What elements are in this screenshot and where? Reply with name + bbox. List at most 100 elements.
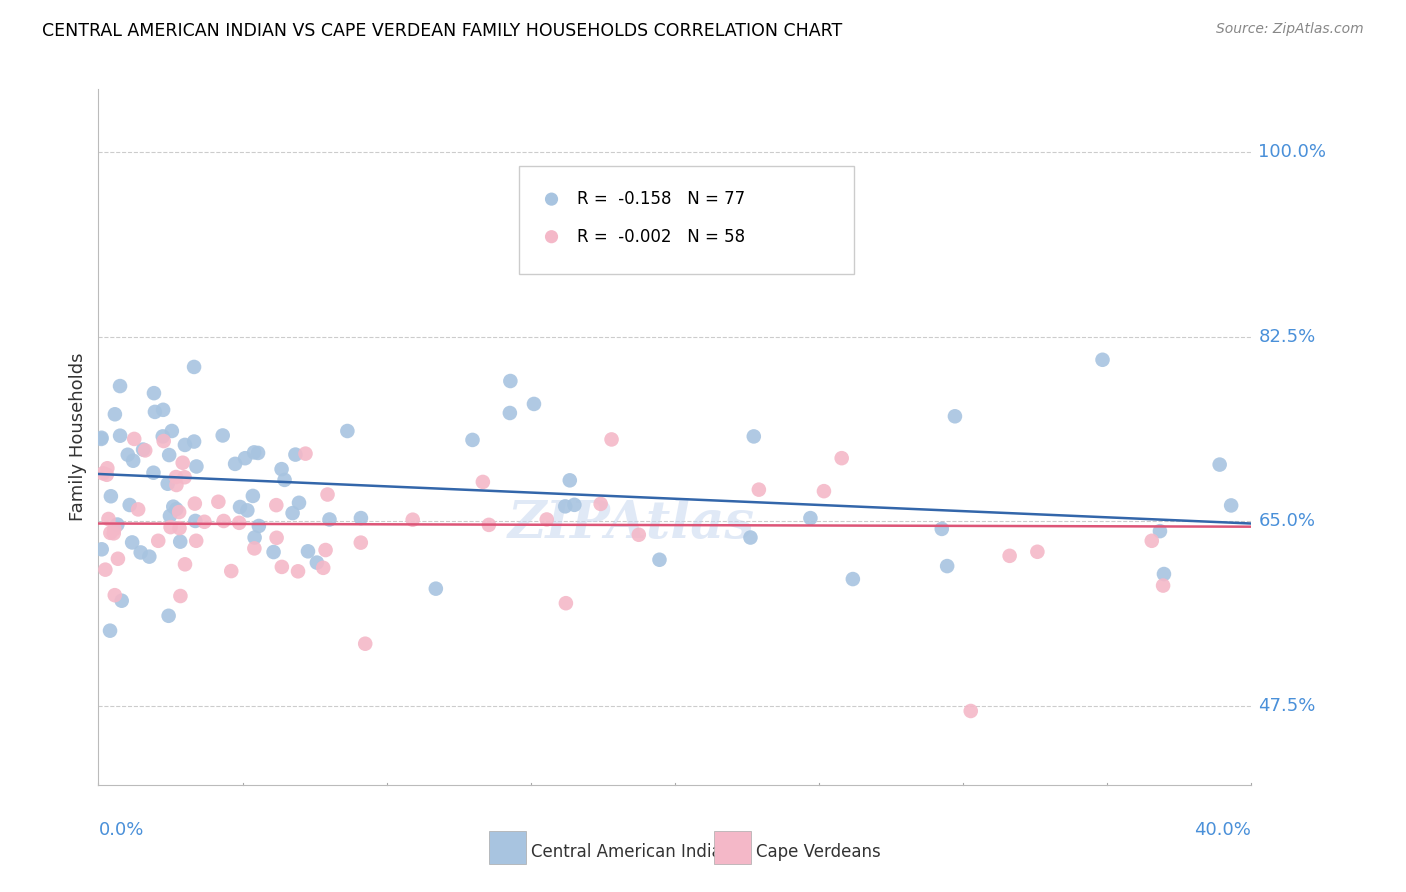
Point (165, 502, 187, 516)
Point (169, 521, 191, 535)
Point (288, 496, 311, 510)
Point (98, 624, 121, 638)
Point (564, 498, 586, 512)
Point (1153, 567, 1175, 582)
Point (118, 498, 141, 512)
Point (193, 515, 215, 529)
Point (305, 556, 328, 570)
Point (132, 442, 155, 457)
Point (184, 497, 207, 511)
Point (270, 560, 292, 574)
Point (160, 424, 183, 438)
Point (233, 451, 256, 466)
Point (554, 500, 576, 514)
Point (224, 457, 246, 471)
Point (1152, 578, 1174, 592)
Point (183, 359, 205, 374)
Point (103, 526, 125, 541)
Point (108, 428, 131, 442)
Point (107, 551, 129, 566)
Point (461, 433, 484, 447)
Point (242, 489, 264, 503)
Point (152, 434, 174, 448)
Point (134, 443, 156, 458)
Point (122, 454, 145, 468)
Point (266, 498, 288, 512)
Point (152, 402, 174, 417)
Point (936, 559, 959, 574)
Point (523, 397, 546, 411)
Point (100, 489, 122, 503)
Point (425, 582, 447, 596)
Point (1220, 499, 1243, 513)
Point (813, 484, 835, 499)
Point (478, 517, 501, 532)
Point (350, 511, 373, 525)
Point (174, 438, 197, 452)
Y-axis label: Family Households: Family Households (69, 353, 87, 521)
Point (90, 432, 112, 446)
Point (243, 541, 266, 556)
Point (243, 531, 266, 545)
Point (98, 525, 121, 540)
Point (157, 608, 180, 623)
Point (1220, 312, 1243, 326)
Point (142, 386, 165, 401)
Point (104, 588, 127, 602)
Point (287, 564, 309, 578)
Point (186, 459, 208, 474)
Point (212, 514, 235, 528)
Point (589, 497, 612, 511)
Point (1091, 352, 1114, 367)
Point (173, 470, 195, 484)
Point (157, 448, 180, 462)
Text: 0.0%: 0.0% (98, 821, 143, 838)
Point (143, 405, 166, 419)
Point (91, 467, 114, 481)
Point (169, 534, 191, 549)
Point (842, 572, 865, 586)
Point (97, 512, 120, 526)
Point (1208, 458, 1230, 472)
Point (159, 508, 181, 523)
Point (270, 462, 292, 476)
Point (273, 473, 295, 487)
Text: R =  -0.002   N = 58: R = -0.002 N = 58 (576, 227, 745, 245)
Text: R =  -0.158   N = 77: R = -0.158 N = 77 (576, 190, 745, 208)
Point (174, 558, 197, 572)
Point (740, 531, 762, 545)
Point (94, 563, 117, 577)
Point (236, 503, 259, 517)
Point (266, 531, 288, 545)
Point (127, 502, 149, 516)
Point (172, 456, 194, 470)
Point (402, 513, 425, 527)
Point (831, 451, 853, 466)
Point (284, 448, 307, 462)
Point (108, 379, 131, 393)
Point (554, 596, 576, 610)
Text: ZIPAtlas: ZIPAtlas (508, 498, 755, 549)
Point (1140, 533, 1163, 548)
Point (104, 407, 127, 421)
Point (90, 542, 112, 557)
Point (243, 445, 266, 459)
Point (96, 467, 118, 482)
Point (129, 545, 152, 559)
Point (247, 519, 270, 533)
Point (600, 433, 623, 447)
Point (943, 409, 966, 424)
Point (159, 520, 181, 534)
Point (536, 512, 558, 526)
Point (294, 447, 316, 461)
Point (1220, 368, 1243, 383)
Point (103, 522, 125, 536)
Point (207, 495, 229, 509)
Point (648, 553, 671, 567)
Point (111, 593, 134, 607)
Text: 100.0%: 100.0% (1258, 144, 1326, 161)
Point (471, 475, 494, 489)
Point (105, 517, 128, 532)
Point (281, 506, 304, 520)
Point (142, 466, 165, 480)
